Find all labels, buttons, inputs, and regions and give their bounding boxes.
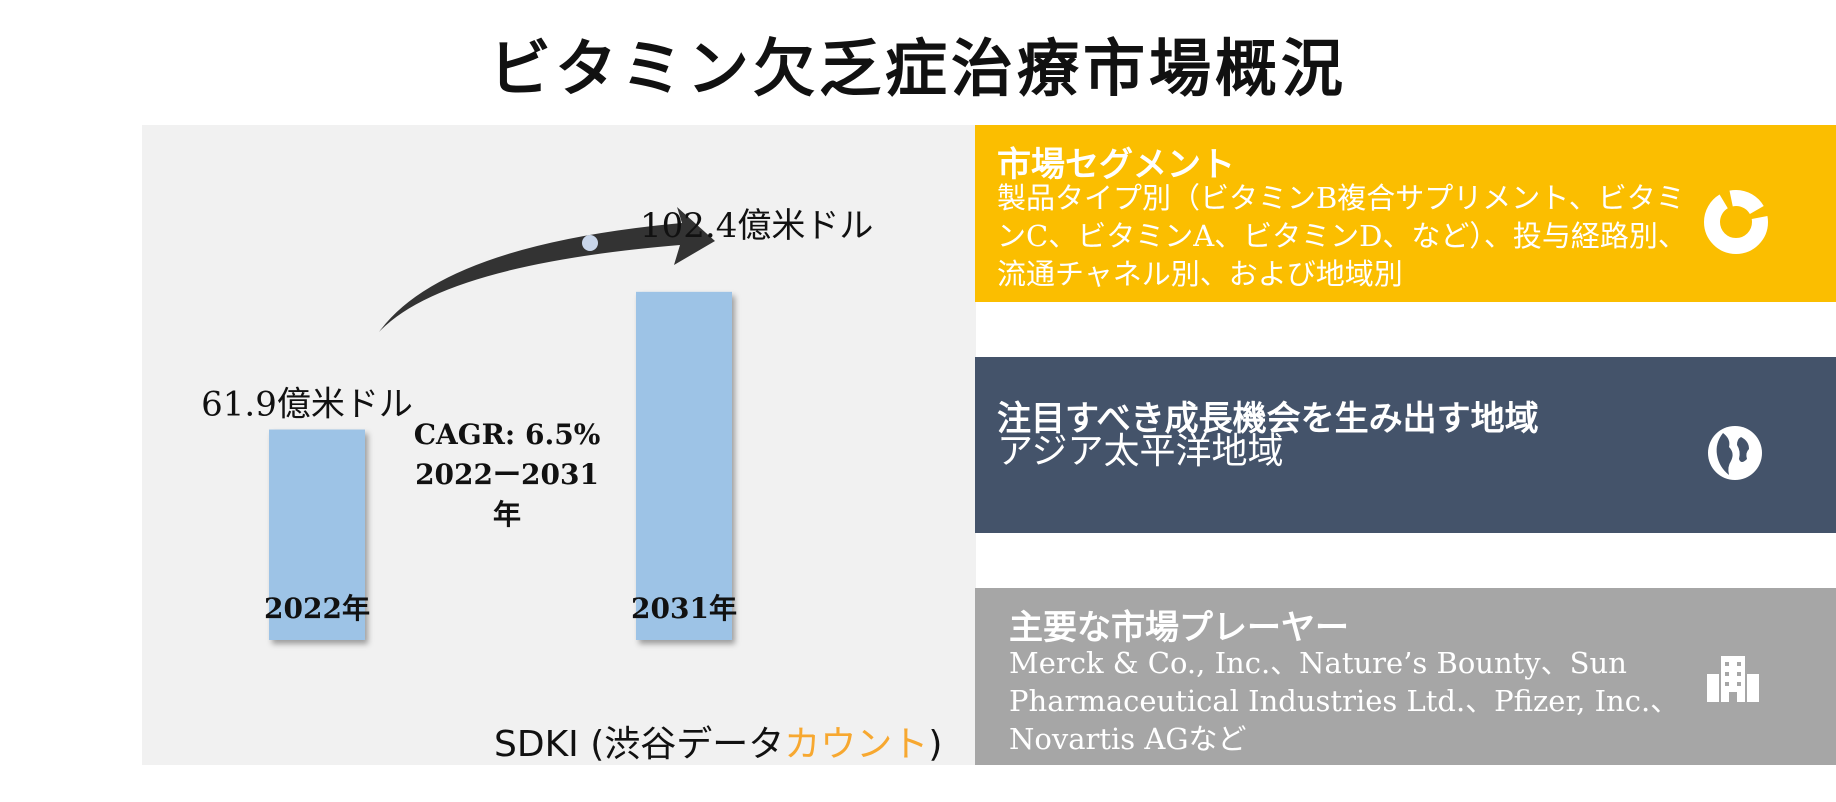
bar-chart: 2022年 61.9億米ドル 2031年 102.4億米ドル: [201, 206, 873, 640]
value-label: 61.9億米ドル: [201, 385, 413, 425]
growth-arrow: [379, 207, 715, 332]
cagr-rate: CAGR: 6.5%: [413, 418, 601, 451]
globe-icon: [1708, 426, 1762, 480]
market-segment-heading: 市場セグメント: [997, 145, 1235, 185]
growth-region-heading: 注目すべき成長機会を生み出す地域: [997, 399, 1539, 439]
growth-region-box: 注目すべき成長機会を生み出す地域 アジア太平洋地域: [975, 357, 1836, 533]
key-players-text: Merck & Co., Inc.、Nature’s Bounty、Sun Ph…: [1009, 646, 1680, 756]
category-label: 2022年: [264, 592, 370, 625]
building-icon: [1707, 656, 1759, 702]
category-label: 2031年: [631, 592, 737, 625]
source-credit: SDKI (渋谷データカウント): [494, 715, 942, 767]
value-label: 102.4億米ドル: [640, 206, 873, 246]
source-prefix: SDKI (渋谷データ: [494, 724, 785, 765]
cagr-period: 2022ー2031年: [415, 458, 599, 531]
chart-panel: 2022年 61.9億米ドル 2031年 102.4億米ドル CAGR: 6.5% 2…: [142, 125, 976, 765]
market-segment-box: 市場セグメント 製品タイプ別（ビタミンB複合サプリメント、ビタミンC、ビタミンA…: [975, 125, 1836, 302]
key-players-box: 主要な市場プレーヤー Merck & Co., Inc.、Nature’s Bo…: [975, 588, 1836, 765]
cagr-annotation: CAGR: 6.5% 2022ー2031年: [402, 415, 612, 535]
growth-region-text: アジア太平洋地域: [997, 431, 1284, 472]
market-segment-text: 製品タイプ別（ビタミンB複合サプリメント、ビタミンC、ビタミンA、ビタミンD、な…: [997, 181, 1687, 291]
source-accent: カウント: [784, 724, 929, 765]
page-title: ビタミン欠乏症治療市場概況: [488, 32, 1347, 105]
bar-2022年: [269, 429, 365, 640]
bar-2031年: [636, 291, 732, 640]
key-players-heading: 主要な市場プレーヤー: [1009, 608, 1349, 648]
donut-chart-icon: [1704, 190, 1768, 254]
arrow-dot-icon: [582, 235, 598, 251]
source-suffix: ): [928, 724, 943, 765]
